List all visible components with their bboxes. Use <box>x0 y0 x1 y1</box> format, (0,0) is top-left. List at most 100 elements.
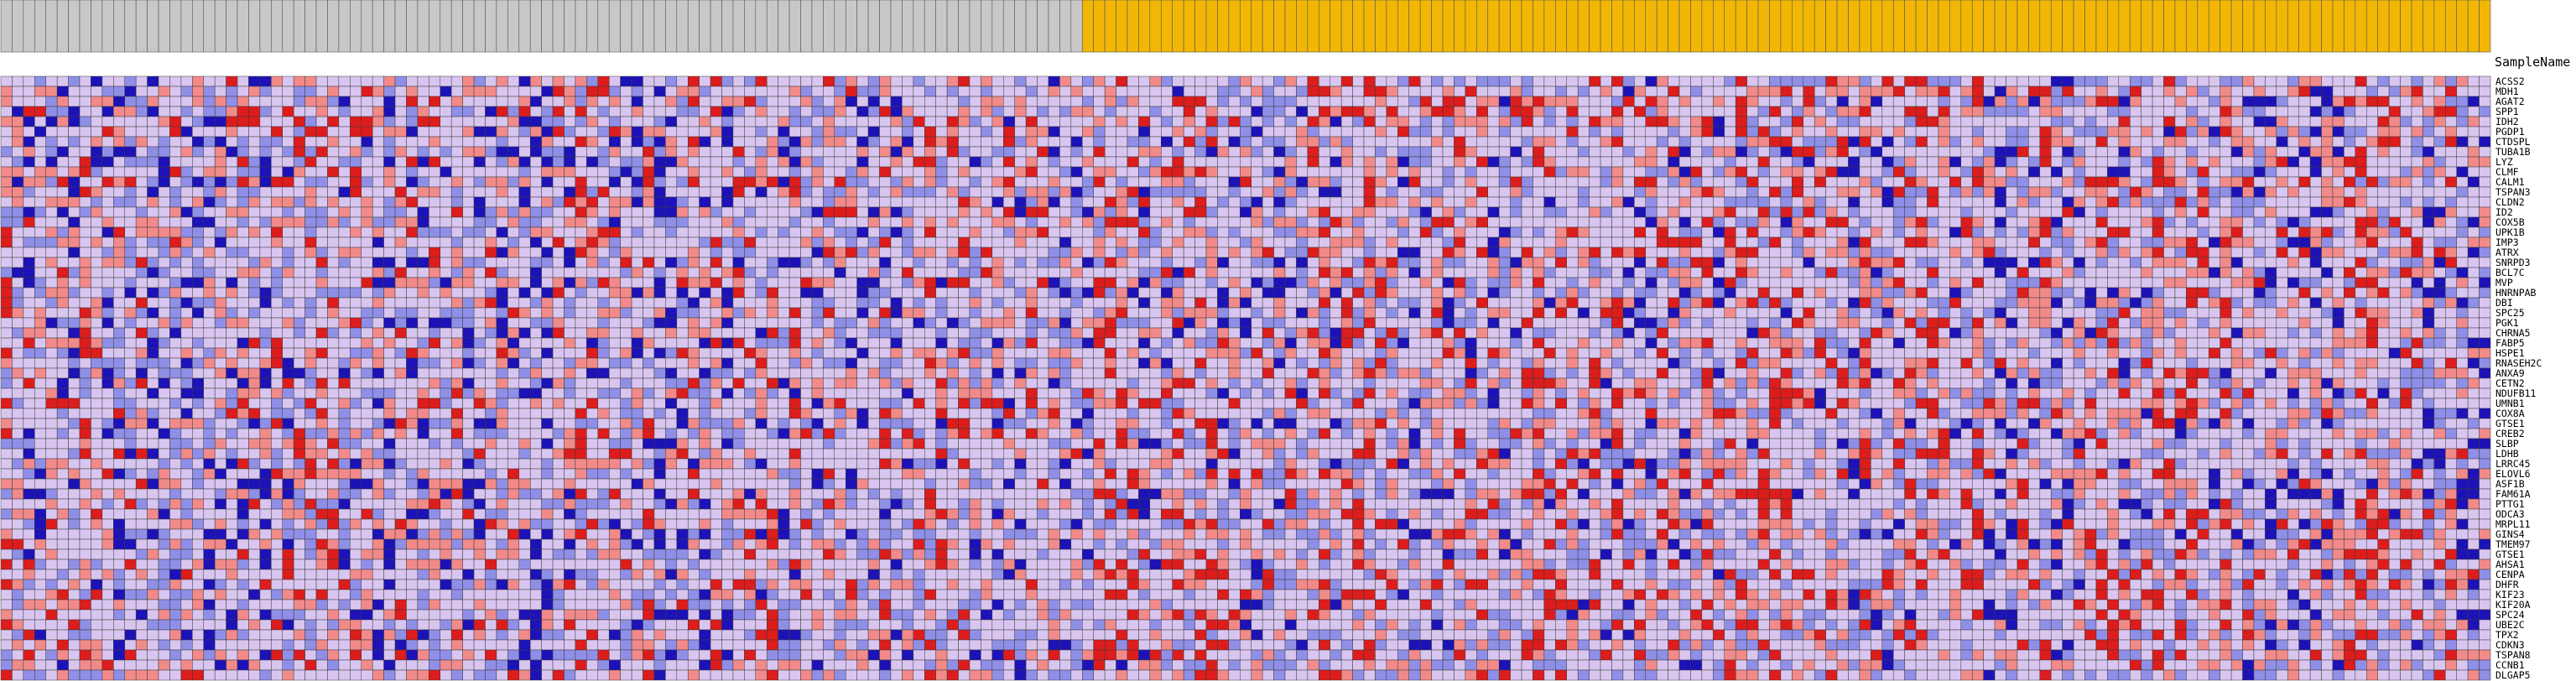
heatmap-cell <box>1690 247 1703 258</box>
heatmap-cell <box>1262 186 1274 198</box>
heatmap-cell <box>518 277 531 289</box>
sample-header-cell <box>1487 0 1500 53</box>
heatmap-cell <box>1792 206 1804 218</box>
heatmap-cell <box>2355 237 2367 248</box>
heatmap-cell <box>214 136 226 148</box>
heatmap-cell <box>2062 166 2074 178</box>
heatmap-cell <box>1205 216 1218 228</box>
heatmap-cell <box>203 186 216 198</box>
heatmap-cell <box>1408 277 1421 289</box>
sample-header-cell <box>1701 0 1714 53</box>
heatmap-cell <box>981 186 993 198</box>
sample-header-cell <box>2163 0 2176 53</box>
heatmap-cell <box>1780 226 1793 238</box>
heatmap-cell <box>2253 106 2266 117</box>
sample-header-cell <box>800 0 813 53</box>
heatmap-cell <box>34 136 46 148</box>
heatmap-cell <box>1386 156 1398 168</box>
heatmap-cell <box>56 277 69 289</box>
heatmap-cell <box>564 96 576 107</box>
heatmap-cell <box>1904 126 1917 138</box>
heatmap-cell <box>676 126 689 138</box>
heatmap-cell <box>631 126 643 138</box>
heatmap-cell <box>2129 106 2141 117</box>
heatmap-cell <box>2479 186 2491 198</box>
heatmap-cell <box>1803 247 1815 258</box>
heatmap-cell <box>1803 86 1815 97</box>
heatmap-cell <box>2107 126 2120 138</box>
heatmap-cell <box>203 287 216 299</box>
heatmap-cell <box>2084 136 2097 148</box>
heatmap-cell <box>676 277 689 289</box>
heatmap-cell <box>2174 237 2187 248</box>
heatmap-cell <box>12 126 24 138</box>
heatmap-cell <box>2062 176 2074 188</box>
sample-header-cell <box>2287 0 2299 53</box>
heatmap-cell <box>2400 196 2412 208</box>
heatmap-cell <box>23 176 35 188</box>
sample-header-cell <box>327 0 340 53</box>
heatmap-cell <box>68 106 81 117</box>
heatmap-cell <box>394 237 407 248</box>
heatmap-cell <box>1003 206 1015 218</box>
heatmap-cell <box>1284 237 1297 248</box>
heatmap-cell <box>2017 216 2029 228</box>
heatmap-cell <box>1408 196 1421 208</box>
heatmap-cell <box>1217 166 1230 178</box>
heatmap-cell <box>2230 237 2243 248</box>
heatmap-cell <box>2129 277 2141 289</box>
heatmap-cell <box>12 116 24 127</box>
heatmap-cell <box>113 206 125 218</box>
heatmap-cell <box>1149 237 1162 248</box>
heatmap-cell <box>406 247 419 258</box>
heatmap-cell <box>440 196 452 208</box>
heatmap-cell <box>800 257 813 268</box>
heatmap-cell <box>1904 86 1917 97</box>
heatmap-cell <box>924 237 936 248</box>
heatmap-cell <box>45 106 58 117</box>
heatmap-cell <box>2467 206 2480 218</box>
heatmap-cell <box>1600 267 1612 278</box>
heatmap-cell <box>845 136 857 148</box>
heatmap-cell <box>1172 257 1184 268</box>
heatmap-cell <box>823 176 835 188</box>
heatmap-cell <box>2433 216 2446 228</box>
heatmap-cell <box>79 156 91 168</box>
heatmap-cell <box>1938 176 1950 188</box>
heatmap-cell <box>744 116 757 127</box>
heatmap-cell <box>1442 166 1455 178</box>
heatmap-cell <box>981 106 993 117</box>
heatmap-cell <box>1442 226 1455 238</box>
heatmap-cell <box>1859 156 1871 168</box>
heatmap-cell <box>1340 186 1353 198</box>
heatmap-cell <box>169 287 182 299</box>
heatmap-cell <box>338 196 351 208</box>
heatmap-cell <box>1296 116 1309 127</box>
heatmap-cell <box>958 226 971 238</box>
heatmap-cell <box>226 277 238 289</box>
heatmap-cell <box>1859 186 1871 198</box>
heatmap-cell <box>1792 96 1804 107</box>
heatmap-cell <box>744 106 757 117</box>
heatmap-cell <box>518 287 531 299</box>
heatmap-cell <box>2377 226 2390 238</box>
heatmap-cell <box>800 146 813 158</box>
heatmap-cell <box>2479 237 2491 248</box>
heatmap-cell <box>1746 166 1759 178</box>
heatmap-cell <box>1476 126 1488 138</box>
heatmap-cell <box>1678 96 1691 107</box>
heatmap-cell <box>248 186 261 198</box>
heatmap-cell <box>1983 86 1996 97</box>
heatmap-cell <box>2321 257 2334 268</box>
heatmap-cell <box>620 166 632 178</box>
sample-header-cell <box>1510 0 1522 53</box>
heatmap-cell <box>676 75 689 87</box>
heatmap-cell <box>1082 206 1094 218</box>
heatmap-cell <box>2321 186 2334 198</box>
heatmap-cell <box>429 257 441 268</box>
heatmap-cell <box>1048 267 1060 278</box>
heatmap-cell <box>1465 277 1477 289</box>
heatmap-cell <box>350 126 362 138</box>
heatmap-cell <box>1566 96 1579 107</box>
heatmap-cell <box>958 267 971 278</box>
